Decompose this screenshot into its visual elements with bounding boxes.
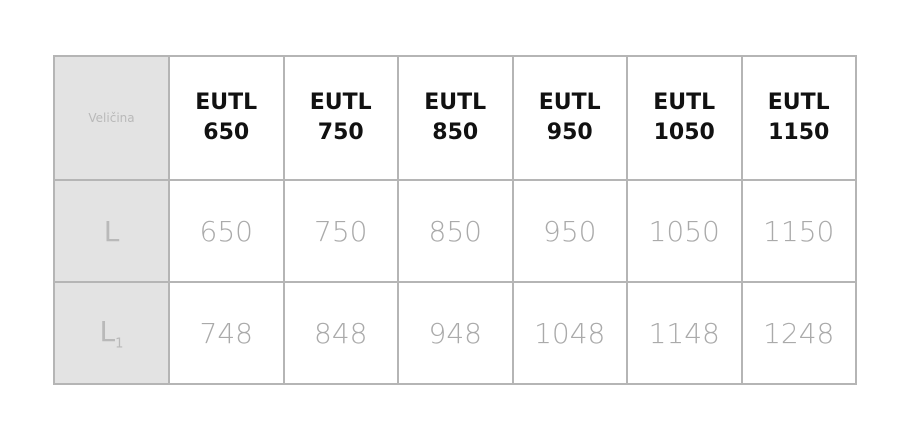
header-cell: EUTL 950 bbox=[511, 55, 628, 181]
header-model: EUTL bbox=[653, 90, 716, 115]
header-cell: EUTL 850 bbox=[397, 55, 514, 181]
value-cell: 1048 bbox=[511, 281, 628, 385]
header-size: 1050 bbox=[653, 120, 715, 145]
size-table: Veličina EUTL 650 EUTL 750 EUTL 850 EUTL 950… bbox=[53, 55, 857, 385]
row-label-subscript: 1 bbox=[115, 336, 124, 352]
value-cell: 1050 bbox=[626, 179, 743, 283]
value-cell: 850 bbox=[397, 179, 514, 283]
header-model: EUTL bbox=[195, 90, 258, 115]
header-model: EUTL bbox=[538, 90, 601, 115]
value-cell: 748 bbox=[168, 281, 285, 385]
table-row: L1 748 848 948 1048 1148 1248 bbox=[53, 281, 857, 385]
value-cell: 1248 bbox=[740, 281, 857, 385]
header-size: 1150 bbox=[768, 120, 830, 145]
row-label-text: L bbox=[99, 314, 116, 348]
header-size: 950 bbox=[546, 120, 593, 145]
header-cell: EUTL 750 bbox=[282, 55, 399, 181]
row-label-text: L bbox=[103, 214, 120, 248]
row-label: L1 bbox=[53, 281, 170, 385]
table-row: L 650 750 850 950 1050 1150 bbox=[53, 179, 857, 283]
value-cell: 1150 bbox=[740, 179, 857, 283]
header-cell: EUTL 1150 bbox=[740, 55, 857, 181]
value-cell: 848 bbox=[282, 281, 399, 385]
header-size: 850 bbox=[432, 120, 479, 145]
value-cell: 950 bbox=[511, 179, 628, 283]
header-model: EUTL bbox=[767, 90, 830, 115]
header-model: EUTL bbox=[424, 90, 487, 115]
header-size: 750 bbox=[317, 120, 364, 145]
header-cell: EUTL 650 bbox=[168, 55, 285, 181]
value-cell: 750 bbox=[282, 179, 399, 283]
header-model: EUTL bbox=[309, 90, 372, 115]
corner-label: Veličina bbox=[53, 55, 170, 181]
header-cell: EUTL 1050 bbox=[626, 55, 743, 181]
header-size: 650 bbox=[203, 120, 250, 145]
header-row: Veličina EUTL 650 EUTL 750 EUTL 850 EUTL 950… bbox=[53, 55, 857, 181]
row-label: L bbox=[53, 179, 170, 283]
value-cell: 650 bbox=[168, 179, 285, 283]
value-cell: 948 bbox=[397, 281, 514, 385]
value-cell: 1148 bbox=[626, 281, 743, 385]
